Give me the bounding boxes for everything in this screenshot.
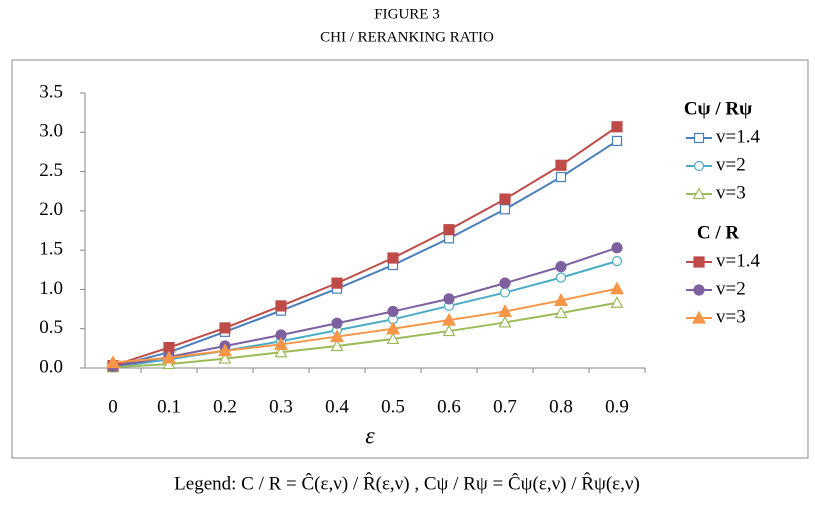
y-tick-label: 0.5: [39, 317, 63, 338]
x-tick-label: 0.6: [437, 396, 461, 417]
marker: [555, 159, 567, 171]
marker: [497, 304, 513, 318]
y-tick-label: 2.0: [39, 199, 63, 220]
x-tick-label: 0.5: [381, 396, 405, 417]
x-tick-label: 0.4: [325, 396, 349, 417]
marker: [219, 322, 231, 334]
marker: [555, 272, 567, 283]
marker: [386, 332, 400, 345]
y-tick-label: 0.0: [39, 356, 63, 377]
caption: Legend: C / R = Ĉ(ε,ν) / R̂(ε,ν) , Cψ / …: [174, 472, 640, 494]
legend-label: v=1.4: [716, 126, 760, 147]
marker: [330, 339, 344, 352]
marker: [275, 300, 287, 312]
legend-marker: [691, 310, 707, 324]
y-tick-label: 1.5: [39, 239, 63, 260]
marker: [611, 135, 623, 147]
x-tick-label: 0.9: [605, 396, 629, 417]
x-tick-label: 0.7: [493, 396, 517, 417]
y-tick-label: 2.5: [39, 160, 63, 181]
x-tick-label: 0.1: [157, 396, 181, 417]
marker: [273, 337, 289, 351]
marker: [329, 329, 345, 343]
y-tick-label: 3.5: [39, 81, 63, 102]
marker: [218, 351, 232, 364]
x-axis-label: ε: [365, 424, 375, 450]
marker: [331, 317, 343, 329]
chart-title: FIGURE 3: [374, 6, 439, 22]
marker: [555, 261, 567, 273]
legend-label: v=1.4: [716, 250, 760, 271]
marker: [611, 242, 623, 254]
y-tick-label: 1.0: [39, 278, 63, 299]
series-line: [112, 125, 618, 367]
series-line: [112, 140, 618, 368]
legend-marker: [693, 160, 705, 172]
marker: [611, 121, 623, 133]
marker: [499, 287, 511, 298]
marker: [554, 306, 568, 319]
legend-label: v=2: [716, 278, 746, 299]
legend-group-title: Cψ / Rψ: [684, 98, 752, 119]
legend-marker: [693, 132, 705, 144]
legend-marker: [693, 256, 705, 268]
marker: [217, 343, 233, 357]
marker: [162, 357, 176, 370]
marker: [499, 277, 511, 289]
marker: [443, 224, 455, 236]
legend-label: v=3: [716, 306, 746, 327]
marker: [610, 296, 624, 308]
marker: [499, 193, 511, 205]
marker: [442, 324, 456, 337]
marker: [443, 293, 455, 305]
chart-subtitle: CHI / RERANKING RATIO: [320, 29, 494, 45]
series-line: [112, 287, 618, 364]
legend-marker: [692, 187, 706, 200]
legend-label: v=2: [716, 154, 746, 175]
y-tick-label: 3.0: [39, 121, 63, 142]
x-tick-label: 0: [108, 396, 118, 417]
marker: [499, 204, 511, 215]
x-tick-label: 0.3: [269, 396, 293, 417]
series-line: [112, 246, 618, 368]
marker: [441, 312, 457, 326]
x-tick-label: 0.2: [213, 396, 237, 417]
marker: [387, 305, 399, 318]
marker: [385, 321, 401, 335]
marker: [105, 355, 121, 369]
marker: [555, 171, 567, 183]
marker: [161, 350, 177, 364]
chart-border: [11, 59, 809, 459]
legend-group-title: C / R: [697, 222, 740, 243]
marker: [609, 281, 625, 295]
marker: [553, 293, 569, 307]
marker: [611, 256, 623, 267]
series-line: [112, 301, 618, 369]
marker: [331, 277, 343, 289]
marker: [387, 252, 399, 264]
marker: [274, 345, 288, 358]
x-tick-label: 0.8: [549, 396, 573, 417]
legend-marker: [693, 284, 705, 296]
legend-label: v=3: [716, 182, 746, 203]
marker: [498, 315, 512, 328]
